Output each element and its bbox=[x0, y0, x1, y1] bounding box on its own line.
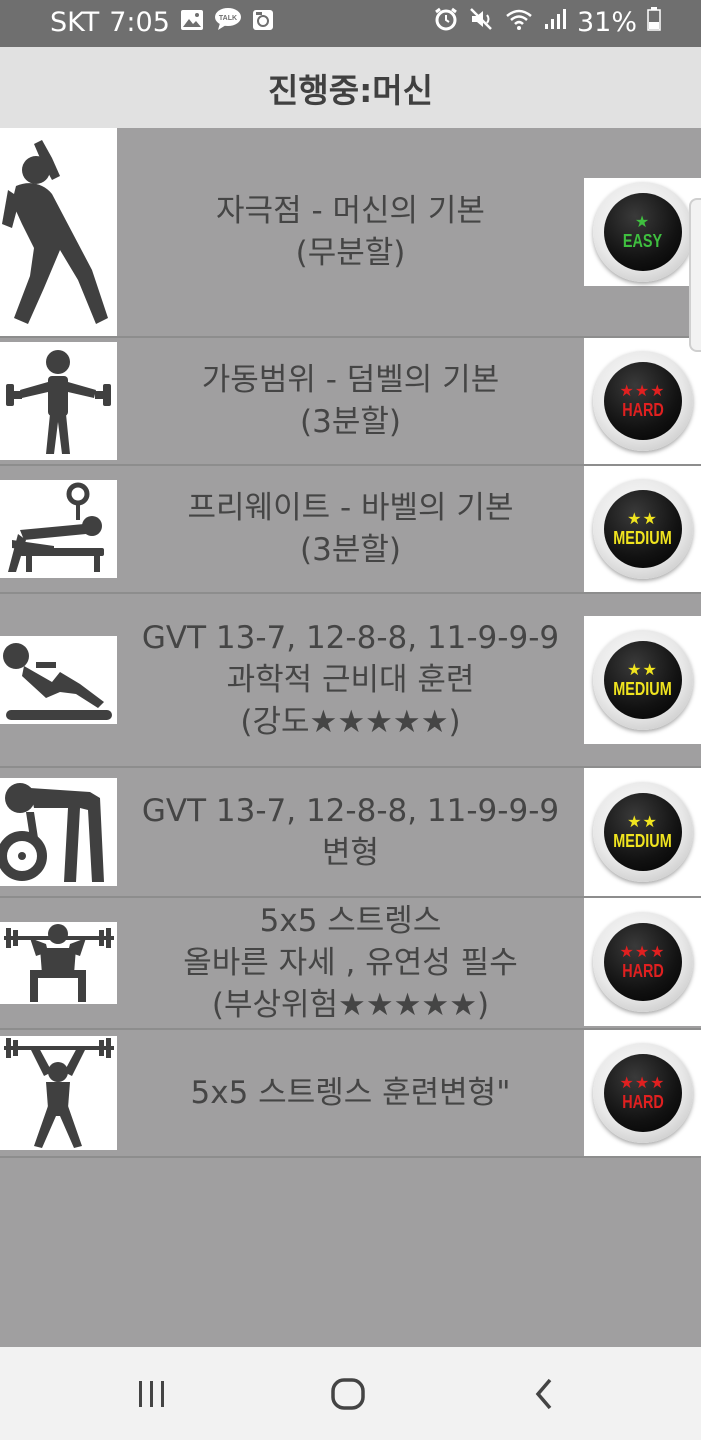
difficulty-label: MEDIUM bbox=[613, 831, 672, 851]
difficulty-stars: ★★★ bbox=[619, 381, 666, 400]
workout-row[interactable]: 자극점 - 머신의 기본 (무분할) ★ EASY bbox=[0, 128, 701, 338]
workout-title: 프리웨이트 - 바벨의 기본 (3분할) bbox=[117, 466, 584, 592]
squat-barbell-icon bbox=[0, 922, 117, 1004]
workout-title: 5x5 스트렝스 훈련변형" bbox=[117, 1030, 584, 1156]
difficulty-label: HARD bbox=[621, 1092, 664, 1112]
workout-title-line: GVT 13-7, 12-8-8, 11-9-9-9 bbox=[141, 793, 560, 829]
recent-apps-icon[interactable] bbox=[122, 1369, 182, 1419]
difficulty-label: MEDIUM bbox=[613, 528, 672, 548]
media-icon bbox=[252, 7, 274, 38]
workout-subtitle-line: (무분할) bbox=[295, 235, 406, 271]
home-icon[interactable] bbox=[318, 1369, 378, 1419]
status-bar: SKT 7:05 TALK 31% bbox=[0, 0, 701, 47]
workout-title: GVT 13-7, 12-8-8, 11-9-9-9 과학적 근비대 훈련 (강… bbox=[117, 594, 584, 766]
workout-subtitle-line: 변형 bbox=[321, 835, 380, 871]
mute-icon bbox=[469, 7, 495, 38]
navigation-bar bbox=[0, 1347, 701, 1440]
carrier-label: SKT bbox=[50, 7, 100, 38]
workout-title-line: 프리웨이트 - 바벨의 기본 bbox=[187, 490, 514, 526]
workout-title-line: 가동범위 - 덤벨의 기본 bbox=[201, 362, 500, 398]
difficulty-badge: ★★★ HARD bbox=[584, 898, 701, 1026]
difficulty-stars: ★★ bbox=[627, 660, 658, 679]
difficulty-stars: ★★ bbox=[627, 812, 658, 831]
difficulty-badge: ★★ MEDIUM bbox=[584, 768, 701, 896]
page-title: 진행중:머신 bbox=[268, 70, 433, 110]
difficulty-badge: ★★★ HARD bbox=[584, 338, 701, 464]
workout-subtitle-line: 올바른 자세 , 유연성 필수 bbox=[183, 945, 518, 981]
battery-icon bbox=[647, 7, 661, 38]
workout-title-line: 5x5 스트렝스 훈련변형" bbox=[190, 1075, 511, 1111]
deadlift-icon bbox=[0, 778, 117, 886]
stretch-person-icon bbox=[0, 128, 117, 336]
difficulty-stars: ★★ bbox=[627, 509, 658, 528]
overhead-press-icon bbox=[0, 1036, 117, 1150]
difficulty-stars: ★★★ bbox=[619, 1073, 666, 1092]
difficulty-badge: ★ EASY bbox=[584, 178, 701, 286]
title-bar: 진행중:머신 bbox=[0, 47, 701, 128]
bench-press-icon bbox=[0, 480, 117, 578]
workout-subtitle-line: (3분할) bbox=[300, 404, 401, 440]
workout-subtitle-line: (3분할) bbox=[300, 532, 401, 568]
battery-label: 31% bbox=[576, 7, 637, 38]
gallery-icon bbox=[180, 7, 204, 38]
workout-row[interactable]: 5x5 스트렝스 올바른 자세 , 유연성 필수 (부상위험★★★★★) ★★★… bbox=[0, 898, 701, 1030]
signal-icon bbox=[543, 7, 567, 38]
workout-title: 5x5 스트렝스 올바른 자세 , 유연성 필수 (부상위험★★★★★) bbox=[117, 898, 584, 1028]
workout-title: 자극점 - 머신의 기본 (무분할) bbox=[117, 128, 584, 336]
workout-row[interactable]: GVT 13-7, 12-8-8, 11-9-9-9 과학적 근비대 훈련 (강… bbox=[0, 594, 701, 768]
alarm-icon bbox=[433, 7, 459, 38]
difficulty-stars: ★★★ bbox=[619, 942, 666, 961]
workout-title-line: 5x5 스트렝스 bbox=[259, 903, 442, 939]
workout-title: GVT 13-7, 12-8-8, 11-9-9-9 변형 bbox=[117, 768, 584, 896]
difficulty-badge: ★★★ HARD bbox=[584, 1030, 701, 1156]
difficulty-badge: ★★ MEDIUM bbox=[584, 466, 701, 592]
difficulty-label: HARD bbox=[621, 400, 664, 420]
workout-row[interactable]: 프리웨이트 - 바벨의 기본 (3분할) ★★ MEDIUM bbox=[0, 466, 701, 594]
wifi-icon bbox=[505, 7, 533, 38]
difficulty-stars: ★ bbox=[634, 212, 651, 231]
workout-title-line: 자극점 - 머신의 기본 bbox=[216, 193, 485, 229]
difficulty-badge: ★★ MEDIUM bbox=[584, 616, 701, 744]
workout-subtitle-line: (강도★★★★★) bbox=[240, 704, 461, 740]
svg-text:TALK: TALK bbox=[219, 15, 237, 22]
time-label: 7:05 bbox=[109, 7, 170, 38]
workout-title: 가동범위 - 덤벨의 기본 (3분할) bbox=[117, 338, 584, 464]
workout-row[interactable]: 5x5 스트렝스 훈련변형" ★★★ HARD bbox=[0, 1030, 701, 1158]
back-icon[interactable] bbox=[514, 1369, 574, 1419]
workout-subtitle-line: 과학적 근비대 훈련 bbox=[226, 662, 475, 698]
workout-row[interactable]: 가동범위 - 덤벨의 기본 (3분할) ★★★ HARD bbox=[0, 338, 701, 466]
difficulty-label: HARD bbox=[621, 961, 664, 981]
difficulty-label: MEDIUM bbox=[613, 679, 672, 699]
talk-icon: TALK bbox=[214, 7, 242, 38]
workout-row[interactable]: GVT 13-7, 12-8-8, 11-9-9-9 변형 ★★ MEDIUM bbox=[0, 768, 701, 898]
workout-title-line: GVT 13-7, 12-8-8, 11-9-9-9 bbox=[141, 620, 560, 656]
edge-panel-handle[interactable] bbox=[689, 198, 701, 352]
difficulty-label: EASY bbox=[622, 231, 663, 251]
dumbbell-person-icon bbox=[0, 342, 117, 460]
workout-subtitle-line: (부상위험★★★★★) bbox=[211, 987, 490, 1023]
situp-icon bbox=[0, 636, 117, 724]
